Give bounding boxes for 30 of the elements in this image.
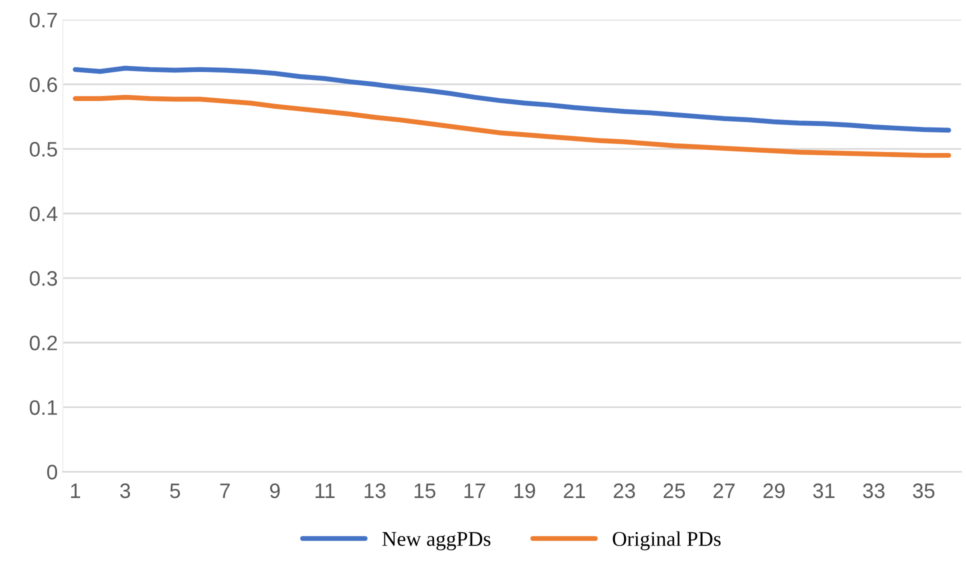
legend-label: Original PDs	[612, 531, 721, 550]
x-tick-label: 27	[714, 483, 735, 498]
x-tick-label: 13	[364, 483, 386, 498]
x-tick-label: 7	[220, 484, 230, 498]
y-tick-label: 0.2	[30, 336, 57, 350]
x-tick-label: 3	[120, 483, 130, 498]
x-tick-label: 9	[270, 483, 280, 498]
x-tick-label: 15	[414, 484, 436, 498]
x-tick-label: 19	[514, 483, 536, 498]
line-series	[72, 66, 952, 133]
legend-label: New aggPDs	[382, 532, 490, 550]
x-tick-label: 35	[912, 483, 934, 498]
x-tick-label: 11	[316, 484, 335, 498]
x-tick-label: 31	[813, 483, 834, 498]
x-tick-label: 21	[564, 483, 585, 498]
y-tick-label: 0.5	[30, 142, 58, 157]
y-tick-label: 0.4	[30, 206, 58, 222]
y-tick-label: 0.7	[30, 12, 57, 28]
y-tick-label: 0.1	[30, 400, 57, 415]
line-series	[72, 94, 952, 158]
x-tick-label: 1	[71, 484, 80, 498]
x-tick-label: 25	[664, 483, 685, 498]
x-tick-label: 5	[170, 484, 180, 498]
x-tick-label: 33	[863, 483, 884, 498]
y-tick-label: 0.6	[30, 77, 58, 92]
y-tick-label: 0	[47, 464, 58, 480]
x-tick-label: 17	[464, 484, 486, 498]
x-tick-label: 29	[763, 483, 785, 498]
x-tick-label: 23	[614, 483, 635, 498]
y-tick-label: 0.3	[30, 271, 58, 286]
